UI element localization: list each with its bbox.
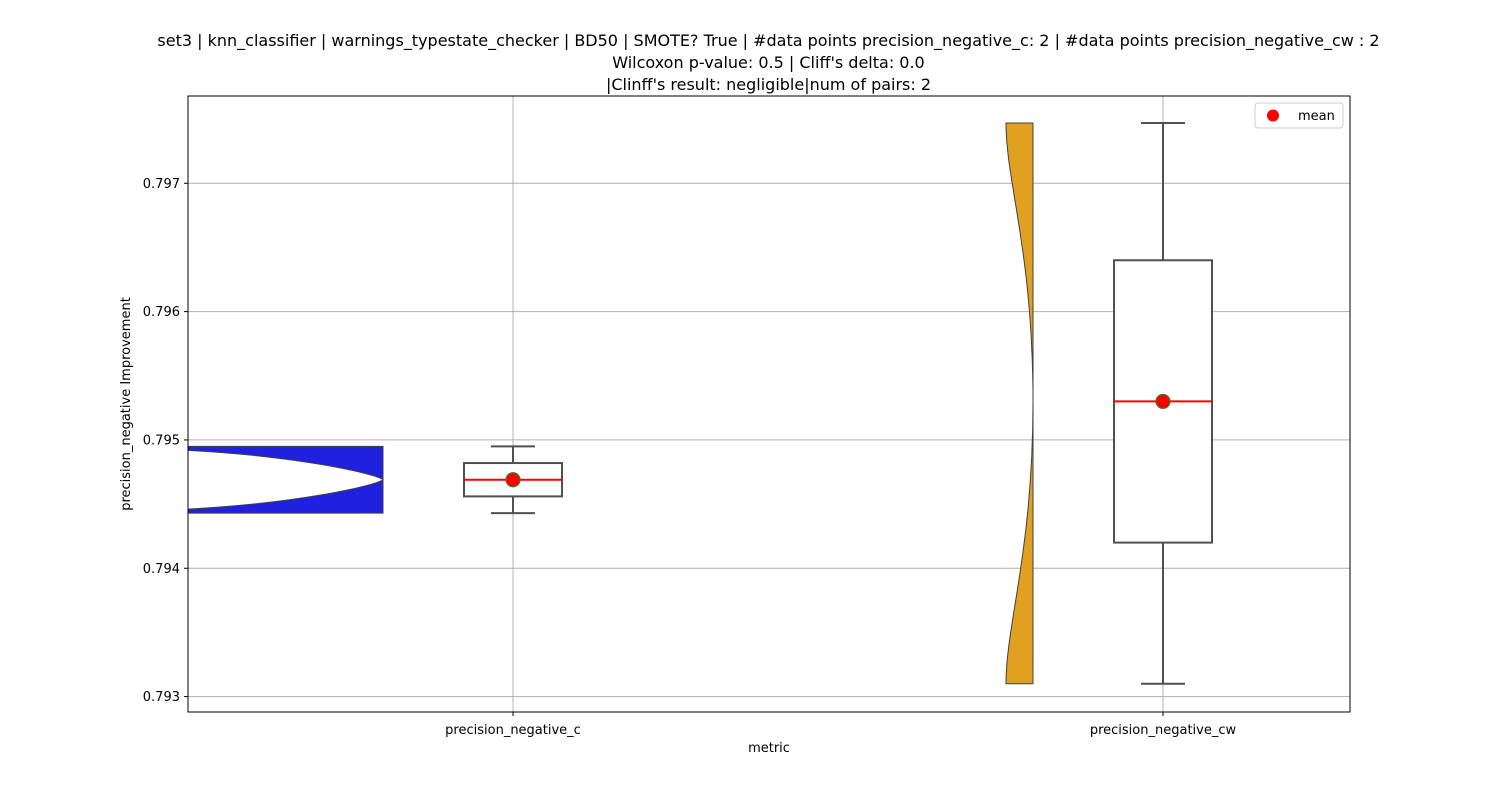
chart-title: set3 | knn_classifier | warnings_typesta… bbox=[0, 30, 1500, 96]
boxplot-precision_negative_cw bbox=[1113, 121, 1213, 685]
y-tick-label: 0.794 bbox=[143, 562, 180, 577]
y-tick-label: 0.795 bbox=[143, 433, 180, 448]
legend: mean bbox=[1254, 102, 1344, 129]
mean-marker bbox=[505, 472, 521, 488]
title-line-3: |Clinff's result: negligible|num of pair… bbox=[605, 75, 932, 94]
y-tick-label: 0.793 bbox=[143, 690, 180, 705]
violin-precision-negative-cw bbox=[1005, 122, 1034, 685]
y-axis-label: precision_negative Improvement bbox=[119, 297, 134, 511]
y-tick-label: 0.797 bbox=[143, 177, 180, 192]
legend-box bbox=[1254, 102, 1344, 129]
x-tick-label-precision_negative_cw: precision_negative_cw bbox=[1090, 723, 1237, 738]
boxplot-precision_negative_c bbox=[463, 445, 563, 515]
legend-mean-marker bbox=[1267, 109, 1279, 122]
x-tick-label-precision_negative_c: precision_negative_c bbox=[445, 723, 581, 738]
title-line-2: Wilcoxon p-value: 0.5 | Cliff's delta: 0… bbox=[612, 53, 925, 72]
boxplots bbox=[463, 121, 1213, 685]
legend-label-mean: mean bbox=[1298, 109, 1335, 124]
mean-marker bbox=[1155, 393, 1171, 410]
y-tick-label: 0.796 bbox=[143, 305, 180, 320]
axis-ticks: 0.793 0.794 0.795 0.796 0.797 precision_negat… bbox=[143, 177, 1237, 738]
violin-precision-negative-c bbox=[187, 445, 384, 514]
violins bbox=[187, 122, 1034, 685]
title-line-1: set3 | knn_classifier | warnings_typesta… bbox=[157, 31, 1380, 50]
plot-area-frame bbox=[187, 95, 1351, 713]
x-axis-label: metric bbox=[748, 741, 790, 756]
